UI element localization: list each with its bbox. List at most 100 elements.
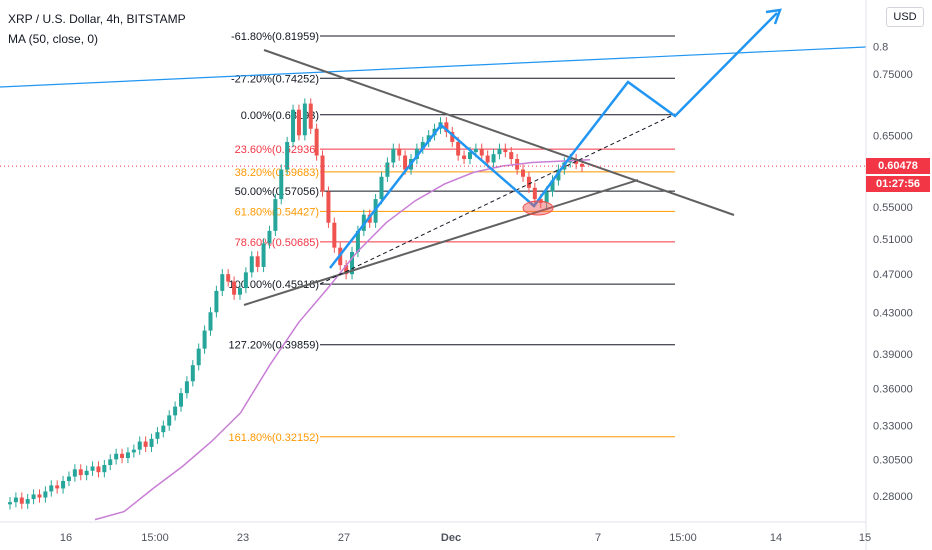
candle-body bbox=[72, 469, 77, 477]
candle-body bbox=[43, 491, 48, 498]
price-tick-label: 0.43000 bbox=[873, 307, 913, 319]
symbol-title[interactable]: XRP / U.S. Dollar, 4h, BITSTAMP bbox=[8, 12, 186, 26]
candle-body bbox=[237, 288, 242, 295]
candle-body bbox=[184, 381, 189, 394]
fibonacci-retracement[interactable]: -61.80%(0.81959) -27.20%(0.74252) 0.00%(0.… bbox=[228, 31, 675, 444]
candle-body bbox=[66, 476, 71, 481]
time-tick-label: 27 bbox=[338, 532, 350, 544]
moving-average-line bbox=[94, 158, 591, 521]
candle-body bbox=[226, 274, 231, 282]
candle-body bbox=[149, 438, 154, 447]
price-tick-label: 0.28000 bbox=[873, 491, 913, 503]
chart-legend: XRP / U.S. Dollar, 4h, BITSTAMP MA (50, … bbox=[8, 9, 186, 49]
candle-body bbox=[84, 470, 89, 476]
candle-body bbox=[208, 312, 213, 331]
candle-body bbox=[532, 187, 537, 200]
candle-body bbox=[143, 441, 148, 447]
candle-body bbox=[161, 425, 166, 433]
candle-body bbox=[450, 132, 455, 142]
projection-arrow-head bbox=[765, 8, 782, 25]
candle-body bbox=[414, 148, 419, 159]
candle-body bbox=[350, 251, 355, 275]
candle-body bbox=[403, 155, 408, 170]
time-tick-label: 23 bbox=[237, 532, 249, 544]
candle-body bbox=[526, 176, 531, 188]
price-tick-label: 0.33000 bbox=[873, 421, 913, 433]
candle-body bbox=[332, 222, 337, 248]
fib-level-label: 78.60%(0.50685) bbox=[235, 237, 319, 249]
candle-body bbox=[556, 169, 561, 181]
candle-body bbox=[456, 141, 461, 156]
candle-body bbox=[344, 265, 349, 275]
candle-body bbox=[13, 497, 18, 503]
indicator-label[interactable]: MA (50, close, 0) bbox=[8, 32, 99, 46]
fib-level-label: 50.00%(0.57056) bbox=[235, 186, 319, 198]
candle-body bbox=[462, 155, 467, 159]
currency-button[interactable]: USD bbox=[886, 7, 924, 27]
candle-body bbox=[426, 135, 431, 142]
candle-body bbox=[96, 466, 101, 473]
candle-body bbox=[326, 191, 331, 223]
fib-level-label: 161.80%(0.32152) bbox=[228, 432, 319, 444]
candle-body bbox=[497, 148, 502, 155]
candle-body bbox=[355, 230, 360, 252]
candle-body bbox=[473, 148, 478, 153]
candle-body bbox=[220, 274, 225, 291]
candle-body bbox=[485, 155, 490, 163]
candle-body bbox=[173, 406, 178, 416]
price-tick-label: 0.39000 bbox=[873, 349, 913, 361]
candle-body bbox=[243, 272, 248, 289]
candle-body bbox=[78, 469, 83, 476]
channel-line bbox=[0, 46, 867, 88]
candle-body bbox=[255, 256, 260, 267]
candle-body bbox=[49, 485, 54, 492]
candle-body bbox=[25, 499, 30, 504]
price-tick-label: 0.8 bbox=[873, 41, 888, 53]
candle-body bbox=[202, 330, 207, 349]
candle-body bbox=[314, 128, 319, 156]
candle-body bbox=[397, 148, 402, 156]
price-tick-label: 0.47000 bbox=[873, 269, 913, 281]
candle-body bbox=[31, 494, 36, 500]
candle-body bbox=[55, 485, 60, 489]
candle-body bbox=[120, 453, 125, 458]
fib-level-label: 127.20%(0.39859) bbox=[228, 340, 319, 352]
candle-body bbox=[114, 453, 119, 460]
candle-body bbox=[19, 497, 24, 504]
fib-level-label: 38.20%(0.59683) bbox=[235, 167, 319, 179]
candle-body bbox=[179, 393, 184, 407]
candle-body bbox=[379, 176, 384, 200]
candle-body bbox=[8, 502, 12, 505]
drawings[interactable] bbox=[0, 8, 867, 306]
price-tick-label: 0.75000 bbox=[873, 69, 913, 81]
candle-body bbox=[302, 103, 307, 136]
candle-body bbox=[37, 494, 42, 498]
candle-body bbox=[267, 230, 272, 244]
candle-body bbox=[521, 169, 526, 177]
last-price-badge: 0.60478 bbox=[866, 158, 930, 174]
support-marker bbox=[522, 200, 554, 216]
candle-body bbox=[491, 154, 496, 163]
candle-body bbox=[444, 122, 449, 133]
candle-body bbox=[550, 180, 555, 192]
candle-body bbox=[61, 480, 66, 489]
candle-body bbox=[273, 199, 278, 231]
upper-trendline bbox=[263, 49, 735, 216]
candle-body bbox=[261, 243, 266, 267]
projection-path bbox=[329, 12, 778, 269]
candle-body bbox=[196, 348, 201, 366]
candle-body bbox=[249, 256, 254, 273]
time-tick-label: 15 bbox=[859, 532, 871, 544]
candle-body bbox=[391, 148, 396, 163]
candle-body bbox=[580, 163, 584, 167]
time-axis[interactable]: 16 15:00 23 27 Dec 7 15:00 14 15 bbox=[60, 532, 871, 544]
time-tick-label: 16 bbox=[60, 532, 72, 544]
price-axis[interactable]: 0.28000 0.30500 0.33000 0.36000 0.39000 0.430… bbox=[873, 41, 913, 503]
bar-countdown-badge: 01:27:56 bbox=[866, 176, 930, 192]
time-tick-label: Dec bbox=[441, 532, 461, 544]
candle-body bbox=[503, 148, 508, 153]
candle-body bbox=[544, 191, 549, 203]
fib-level-label: -27.20%(0.74252) bbox=[231, 73, 319, 85]
